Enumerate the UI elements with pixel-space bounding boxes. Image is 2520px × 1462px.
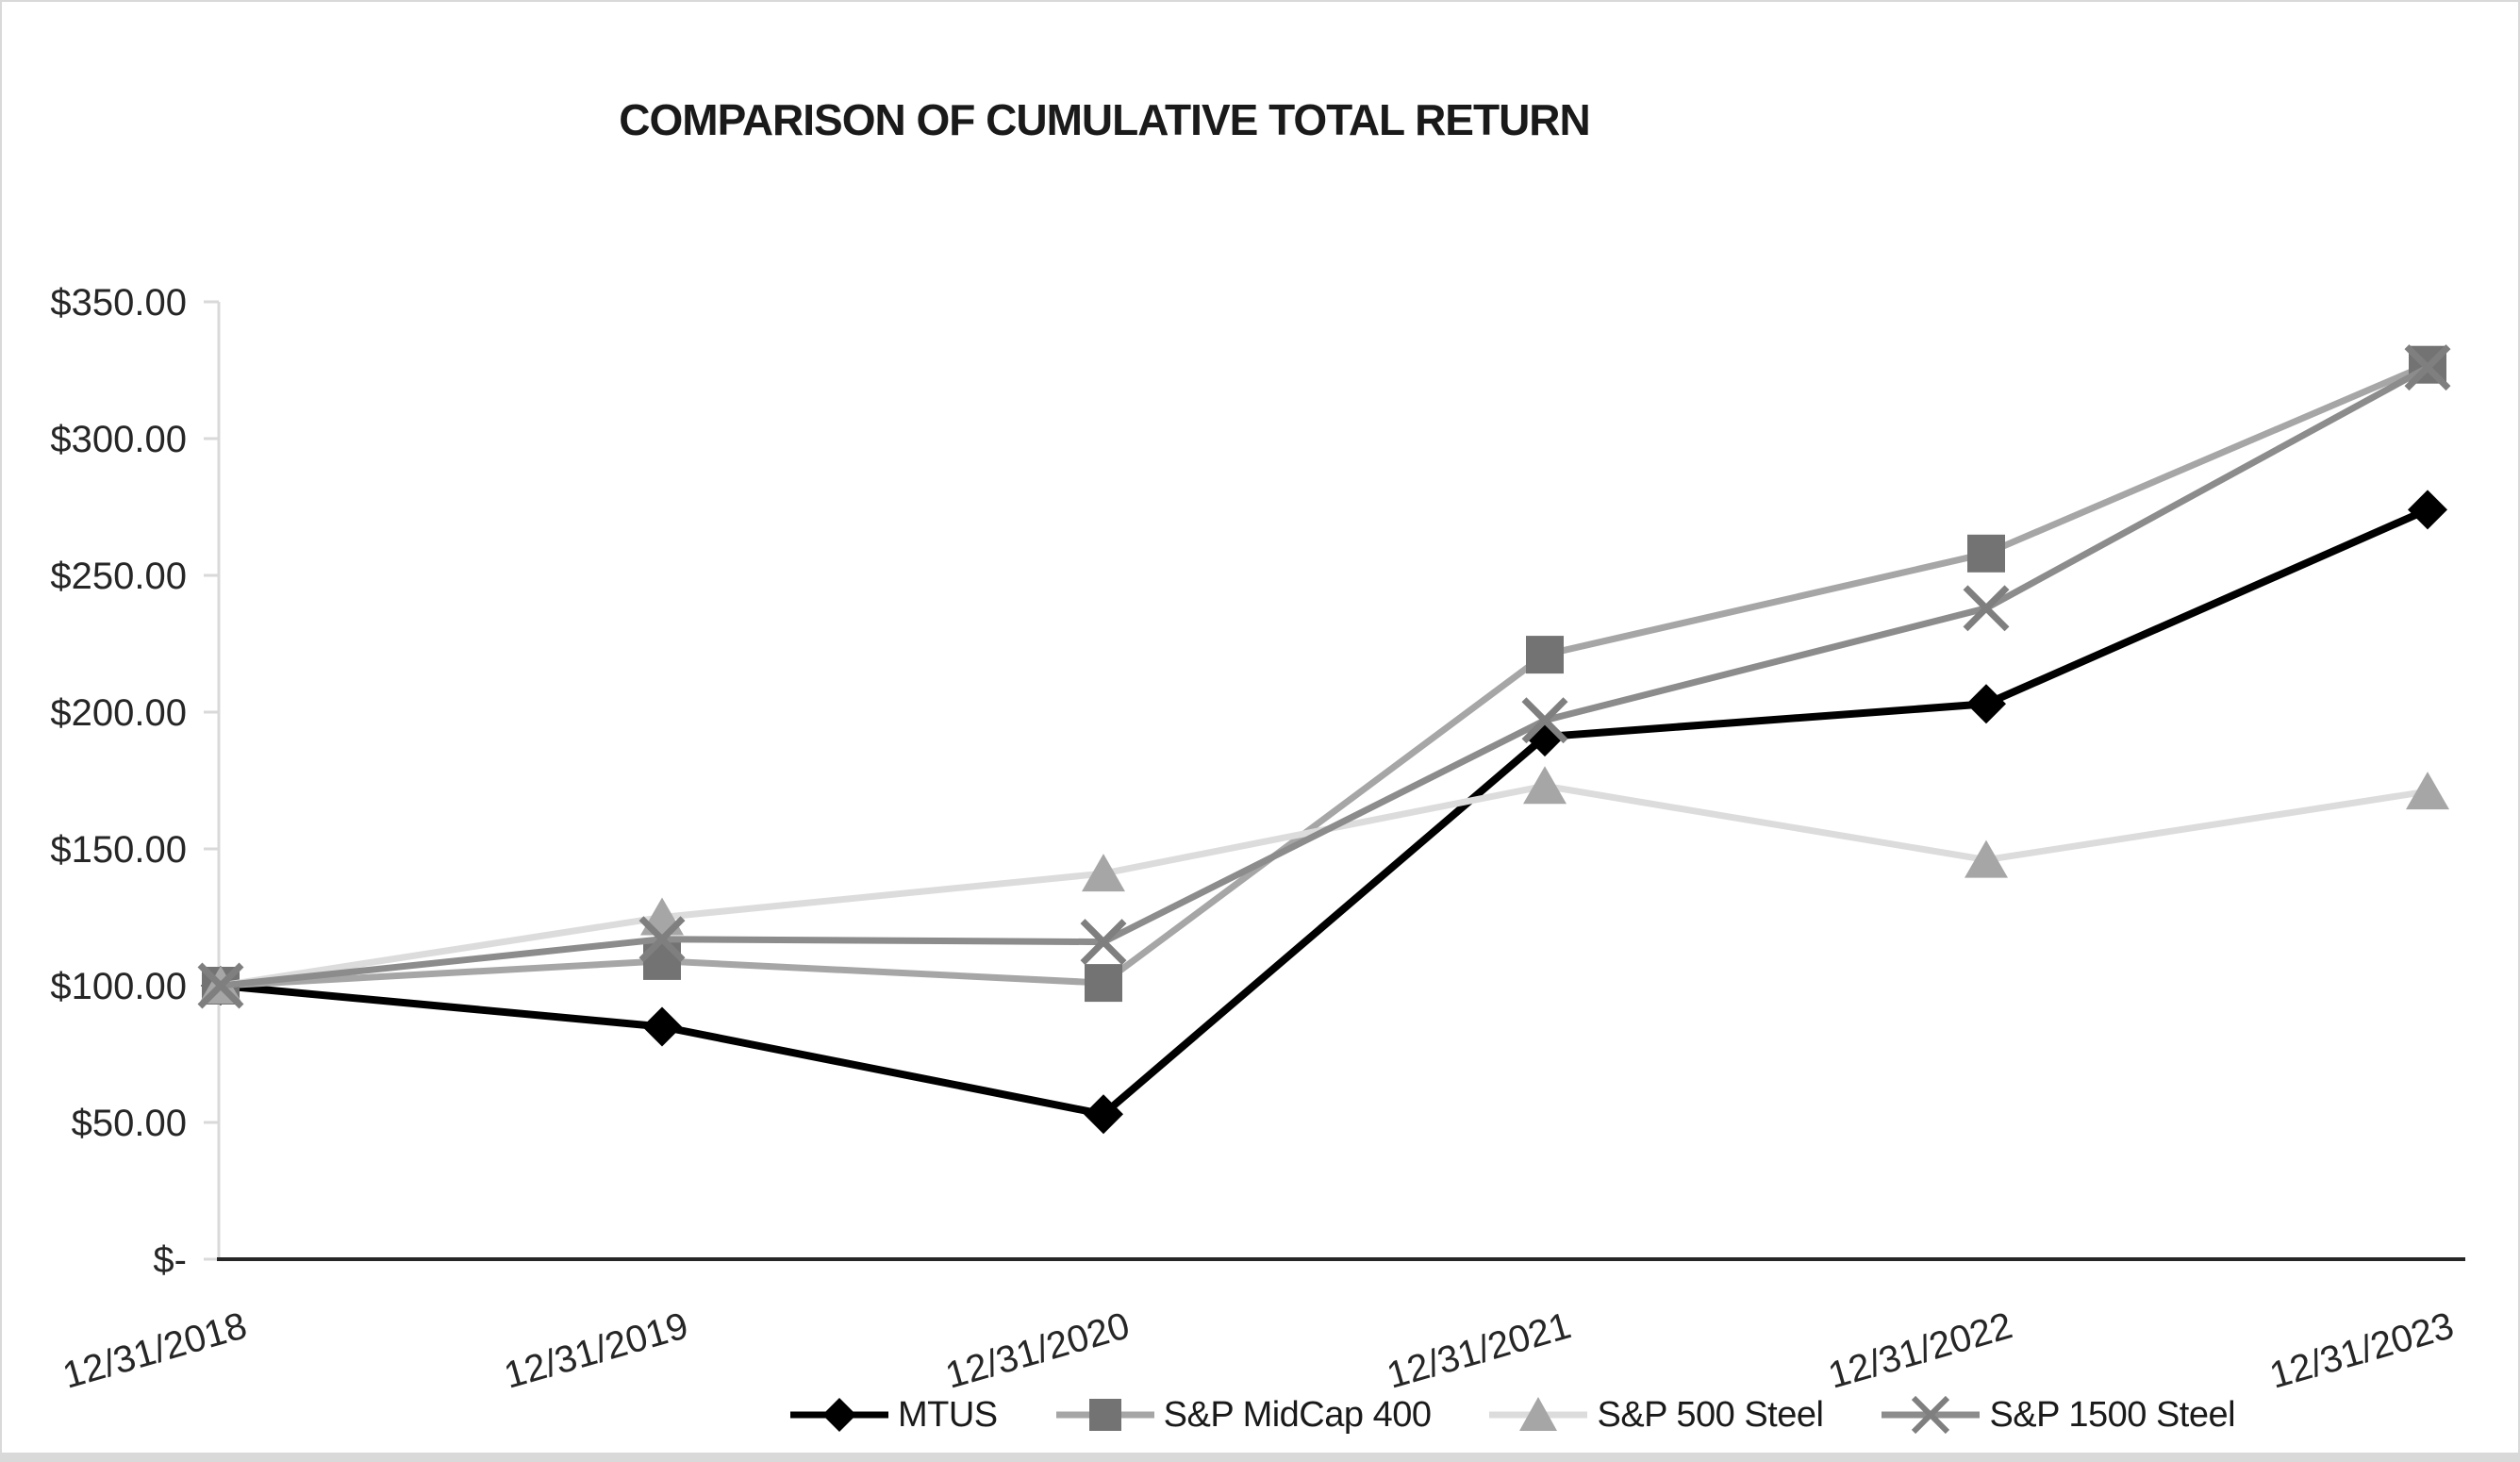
series-line-s-p-1500-steel: [220, 364, 2429, 989]
x-tick-label: 12/31/2018: [58, 1304, 252, 1396]
x-tick-label: 12/31/2022: [1824, 1304, 2017, 1396]
marker-x: [1080, 919, 1127, 966]
legend-item-s-p-1500-steel: S&P 1500 Steel: [1882, 1392, 2236, 1437]
y-tick-label: $-: [153, 1239, 187, 1281]
marker-triangle: [1082, 854, 1125, 892]
y-tick-label: $250.00: [50, 556, 187, 597]
triangle-legend-marker-icon: [1489, 1397, 1588, 1431]
diamond-legend-marker-icon: [790, 1398, 888, 1432]
legend-label: S&P 500 Steel: [1597, 1394, 1824, 1435]
marker-diamond: [642, 1006, 682, 1047]
series-line-mtus: [220, 506, 2429, 1119]
marker-square: [1967, 534, 2005, 573]
y-tick-label: $50.00: [72, 1103, 187, 1144]
marker-triangle: [2406, 772, 2449, 810]
legend-label: S&P 1500 Steel: [1989, 1394, 2236, 1435]
square-legend-marker-icon: [1055, 1399, 1154, 1431]
y-tick-label: $100.00: [50, 966, 187, 1007]
chart-legend: MTUS S&P MidCap 400 S&P 500 Steel S&P 1500 …: [790, 1392, 2236, 1437]
series-line-s-p-midcap-400: [220, 361, 2429, 989]
bottom-border-strip: [2, 1453, 2518, 1460]
x-tick-label: 12/31/2023: [2265, 1304, 2459, 1396]
marker-x: [1963, 585, 2010, 632]
legend-item-s-p-500-steel: S&P 500 Steel: [1489, 1392, 1824, 1437]
legend-item-s-p-midcap-400: S&P MidCap 400: [1055, 1392, 1432, 1437]
marker-diamond: [2408, 490, 2447, 530]
marker-x: [1521, 697, 1568, 744]
y-tick-label: $300.00: [50, 419, 187, 460]
x-legend-marker-icon: [1882, 1395, 1981, 1435]
legend-item-mtus: MTUS: [790, 1392, 998, 1437]
marker-square: [1526, 636, 1564, 674]
marker-x: [2404, 344, 2451, 391]
marker-diamond: [1084, 1094, 1123, 1135]
marker-diamond: [1966, 684, 2006, 724]
marker-triangle: [1523, 766, 1567, 805]
marker-triangle: [1965, 839, 2008, 878]
y-tick-label: $200.00: [50, 692, 187, 734]
y-tick-label: $350.00: [50, 282, 187, 324]
legend-label: S&P MidCap 400: [1163, 1394, 1432, 1435]
marker-square: [1085, 964, 1122, 1003]
marker-x: [197, 962, 244, 1009]
x-tick-label: 12/31/2021: [1383, 1304, 1576, 1396]
y-tick-label: $150.00: [50, 829, 187, 871]
marker-x: [638, 916, 686, 963]
legend-label: MTUS: [898, 1394, 998, 1435]
x-tick-label: 12/31/2019: [500, 1304, 693, 1396]
x-tick-label: 12/31/2020: [941, 1304, 1135, 1396]
chart-title: COMPARISON OF CUMULATIVE TOTAL RETURN: [619, 95, 1591, 144]
